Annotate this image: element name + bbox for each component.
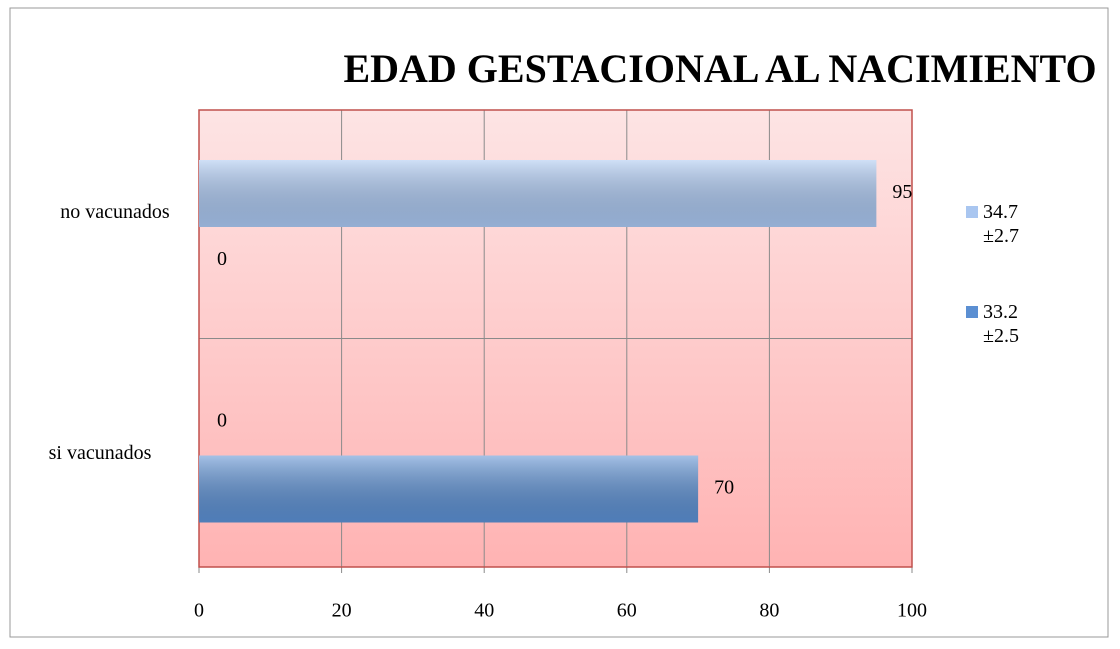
legend-label: 33.2±2.5 (983, 301, 1019, 347)
bar-shine (199, 455, 699, 523)
x-tick-label: 80 (759, 600, 779, 622)
x-tick-label: 20 (332, 600, 352, 622)
bar-shine (199, 160, 877, 227)
x-tick-label: 0 (194, 600, 204, 622)
legend-label: 34.7±2.7 (983, 201, 1019, 247)
legend-swatch (966, 206, 978, 218)
legend-swatch (966, 306, 978, 318)
y-tick-label: si vacunados (48, 441, 152, 464)
data-label: 0 (217, 248, 227, 270)
chart-title: EDAD GESTACIONAL AL NACIMIENTO (343, 46, 1096, 91)
data-label: 70 (714, 477, 734, 499)
x-tick-label: 60 (617, 600, 637, 622)
y-tick-label: no vacunados (60, 201, 170, 224)
x-tick-label: 100 (897, 600, 927, 622)
plot-border (198, 109, 913, 568)
x-tick-label: 40 (474, 600, 494, 622)
data-label: 95 (892, 181, 912, 203)
data-label: 0 (217, 410, 227, 432)
